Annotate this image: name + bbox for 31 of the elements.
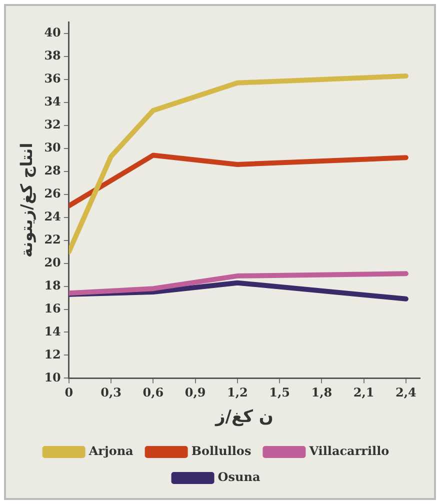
legend-label: Villacarrillo bbox=[308, 444, 390, 458]
y-tick-label: 36 bbox=[44, 72, 61, 86]
x-axis-title: ن كغ/ز bbox=[214, 407, 274, 428]
x-tick-label: 0 bbox=[64, 386, 74, 400]
x-tick-label: 0,6 bbox=[142, 386, 164, 400]
y-tick-label: 14 bbox=[44, 324, 61, 338]
y-tick-label: 38 bbox=[44, 48, 61, 63]
y-tick-label: 16 bbox=[44, 301, 61, 316]
y-tick-label: 18 bbox=[44, 278, 61, 292]
legend-label: Osuna bbox=[218, 470, 260, 484]
y-tick-label: 20 bbox=[44, 255, 61, 270]
y-tick-label: 32 bbox=[44, 118, 61, 132]
y-tick-label: 24 bbox=[44, 209, 61, 224]
legend-label: Arjona bbox=[88, 444, 134, 458]
y-tick-label: 12 bbox=[44, 347, 61, 362]
x-tick-label: 2,1 bbox=[353, 386, 374, 400]
x-tick-label: 2,4 bbox=[396, 386, 416, 400]
x-tick-label: 1,2 bbox=[226, 386, 248, 400]
y-tick-label: 40 bbox=[44, 26, 61, 40]
legend-label: Bollullos bbox=[191, 444, 252, 458]
y-tick-label: 30 bbox=[44, 140, 61, 155]
x-tick-label: 1,8 bbox=[311, 386, 332, 400]
y-tick-label: 10 bbox=[44, 370, 61, 384]
x-tick-label: 0,9 bbox=[184, 386, 206, 400]
y-tick-label: 28 bbox=[44, 164, 61, 178]
y-tick-label: 26 bbox=[44, 186, 61, 200]
x-tick-label: 0,3 bbox=[100, 386, 122, 400]
y-tick-label: 22 bbox=[44, 232, 61, 246]
y-axis-title: انتاج كغ/زيتونة bbox=[16, 142, 36, 258]
y-tick-label: 34 bbox=[44, 94, 61, 109]
x-tick-label: 1,5 bbox=[269, 386, 290, 400]
